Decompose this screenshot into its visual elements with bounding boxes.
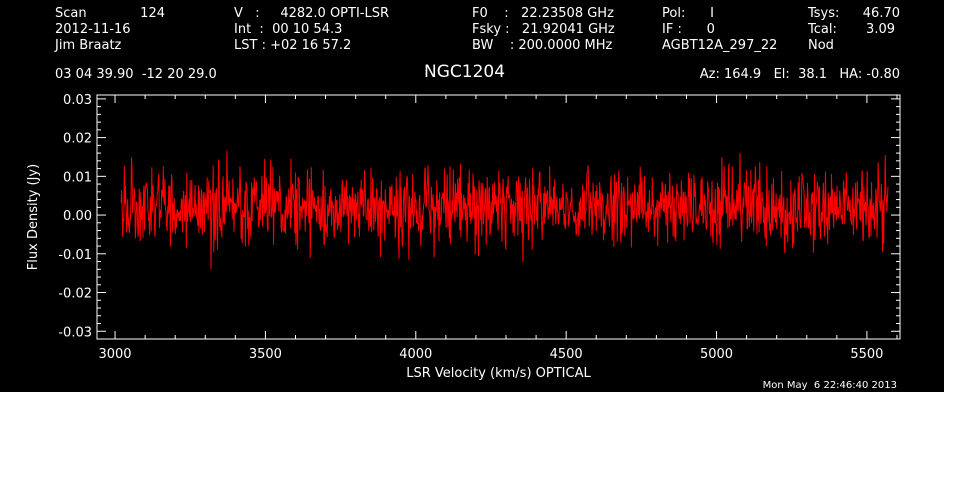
y-tick-label: 0.02 (63, 132, 92, 147)
lst-line: LST : +02 16 57.2 (234, 38, 352, 53)
az-el-ha: Az: 164.9 El: 38.1 HA: -0.80 (699, 67, 900, 82)
y-tick-label: 0.01 (63, 170, 92, 185)
if-number: IF : 0 (662, 22, 715, 37)
plot-timestamp: Mon May 6 22:46:40 2013 (762, 380, 897, 391)
x-tick-label: 3500 (249, 347, 282, 362)
scan-number: 124 (140, 6, 165, 21)
x-tick-label: 4000 (399, 347, 432, 362)
x-axis-ticks: 3000 3500 4000 4500 5000 5500 (98, 95, 898, 362)
y-tick-label: 0.00 (63, 209, 92, 224)
spectrum-trace (120, 150, 889, 270)
x-tick-label: 5000 (700, 347, 733, 362)
y-tick-label: -0.03 (58, 325, 92, 340)
observer-name: Jim Braatz (55, 38, 122, 53)
y-axis-ticks: 0.03 0.02 0.01 0.00 -0.01 -0.02 -0.03 (58, 93, 900, 340)
chart-title: NGC1204 (424, 62, 506, 82)
project-id: AGBT12A_297_22 (662, 38, 778, 53)
y-tick-label: -0.01 (58, 248, 92, 263)
x-axis-label: LSR Velocity (km/s) OPTICAL (406, 366, 591, 381)
spectrum-chart: 3000 3500 4000 4500 5000 5500 0.030.020.010.0… (26, 93, 901, 381)
scan-label: Scan (55, 6, 87, 21)
sky-frequency: Fsky : 21.92041 GHz (472, 22, 615, 37)
tsys-label: Tsys: (808, 6, 840, 21)
tcal-value: 3.09 (866, 22, 895, 37)
y-tick-label: 0.03 (63, 93, 92, 108)
plot-frame (96, 94, 901, 340)
x-tick-label: 5500 (850, 347, 883, 362)
tcal-label: Tcal: (808, 22, 837, 37)
tsys-value: 46.70 (862, 6, 900, 21)
polarization: Pol: I (662, 6, 714, 21)
plot-panel: Scan 124 2012-11-16 Jim Braatz V : 4282.… (0, 0, 944, 392)
observation-date: 2012-11-16 (55, 22, 131, 37)
velocity-line: V : 4282.0 OPTI-LSR (234, 6, 390, 21)
integration-time: Int : 00 10 54.3 (234, 22, 343, 37)
y-axis-label: Flux Density (Jy) (26, 164, 41, 270)
x-tick-label: 4500 (550, 347, 583, 362)
bandwidth: BW : 200.0000 MHz (472, 38, 613, 53)
x-tick-label: 3000 (98, 347, 131, 362)
y-tick-label: -0.02 (58, 287, 92, 302)
observing-mode: Nod (808, 38, 834, 53)
rest-frequency: F0 : 22.23508 GHz (472, 6, 614, 21)
source-coordinates: 03 04 39.90 -12 20 29.0 (55, 67, 217, 82)
